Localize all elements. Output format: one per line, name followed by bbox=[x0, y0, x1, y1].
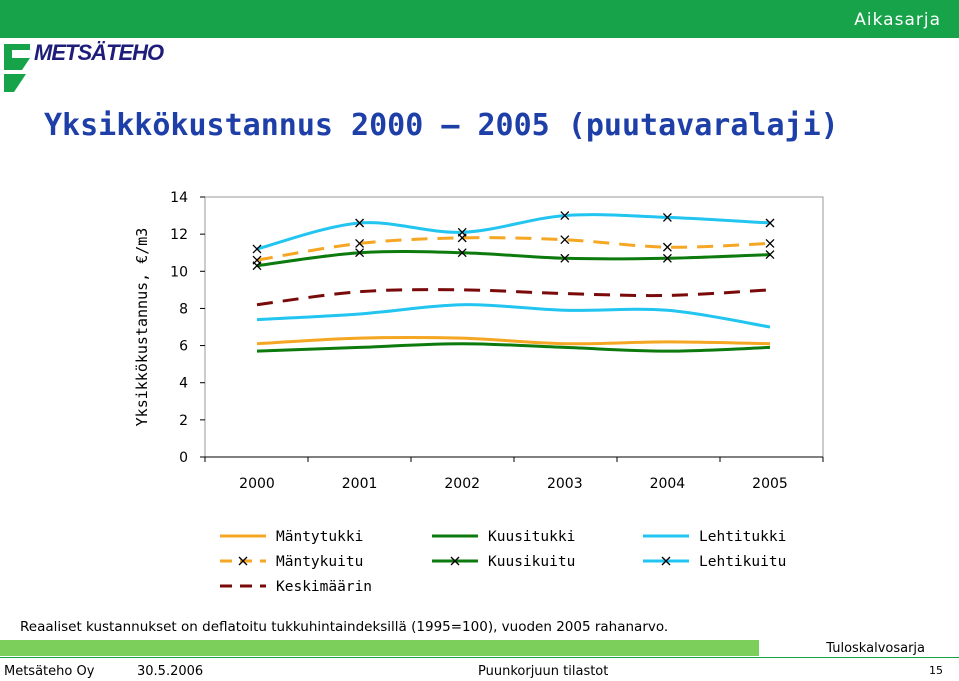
section-label: Aikasarja bbox=[854, 10, 941, 30]
data-point-marker bbox=[457, 248, 467, 258]
page-number: 15 bbox=[929, 664, 943, 677]
data-point-marker bbox=[662, 242, 672, 252]
footer-band bbox=[0, 640, 959, 656]
y-tick-label: 8 bbox=[179, 301, 188, 317]
series-line-2 bbox=[256, 303, 771, 329]
top-bar: Aikasarja bbox=[0, 0, 959, 38]
data-point-marker bbox=[252, 244, 262, 254]
legend-label: Mäntytukki bbox=[276, 529, 363, 545]
marker-stroke bbox=[252, 244, 262, 254]
x-tick-label: 2003 bbox=[547, 476, 583, 492]
marker-stroke bbox=[252, 261, 262, 271]
legend-marker bbox=[238, 556, 248, 566]
data-point-marker bbox=[355, 248, 365, 258]
x-tick-label: 2005 bbox=[752, 476, 788, 492]
marker-stroke bbox=[662, 242, 672, 252]
legend-label: Kuusitukki bbox=[488, 529, 575, 545]
data-point-marker bbox=[560, 211, 570, 221]
marker-stroke bbox=[355, 238, 365, 248]
data-point-marker bbox=[662, 253, 672, 263]
series-line-3 bbox=[256, 236, 771, 262]
marker-stroke bbox=[457, 248, 467, 258]
series-line-0 bbox=[256, 335, 771, 346]
legend-marker bbox=[450, 556, 460, 566]
legend-label: Keskimäärin bbox=[276, 579, 372, 595]
marker-stroke bbox=[765, 250, 775, 260]
marker-stroke bbox=[560, 211, 570, 221]
series-line-6 bbox=[256, 288, 771, 307]
y-tick-label: 2 bbox=[179, 413, 188, 429]
x-tick-label: 2001 bbox=[342, 476, 378, 492]
marker-stroke bbox=[662, 253, 672, 263]
marker-stroke bbox=[765, 238, 775, 248]
data-point-marker bbox=[765, 238, 775, 248]
marker-stroke bbox=[457, 227, 467, 237]
footnote: Reaaliset kustannukset on deflatoitu tuk… bbox=[20, 619, 669, 635]
data-point-marker bbox=[457, 227, 467, 237]
x-tick-label: 2004 bbox=[650, 476, 686, 492]
data-point-marker bbox=[662, 212, 672, 222]
x-tick-label: 2002 bbox=[444, 476, 480, 492]
legend-label: Kuusikuitu bbox=[488, 554, 575, 570]
y-tick-label: 14 bbox=[170, 190, 188, 206]
data-point-marker bbox=[765, 250, 775, 260]
metsateho-logo bbox=[4, 44, 30, 92]
data-point-marker bbox=[560, 235, 570, 245]
data-point-marker bbox=[355, 218, 365, 228]
data-point-marker bbox=[252, 261, 262, 271]
marker-stroke bbox=[355, 218, 365, 228]
data-point-marker bbox=[765, 218, 775, 228]
legend-marker bbox=[661, 556, 671, 566]
y-tick-label: 0 bbox=[179, 450, 188, 466]
legend-label: Mäntykuitu bbox=[276, 554, 363, 570]
footer-org: Metsäteho Oy bbox=[4, 664, 95, 679]
marker-stroke bbox=[560, 253, 570, 263]
footer-date: 30.5.2006 bbox=[137, 664, 204, 679]
logo-text: METSÄTEHO bbox=[34, 40, 164, 65]
legend-label: Lehtitukki bbox=[699, 529, 786, 545]
series-line-1 bbox=[256, 342, 771, 353]
series-line-5 bbox=[256, 213, 771, 251]
footer-section: Tuloskalvosarja bbox=[826, 641, 925, 656]
marker-stroke bbox=[662, 212, 672, 222]
y-tick-label: 6 bbox=[179, 339, 188, 355]
series-line-4 bbox=[256, 250, 771, 268]
y-axis-label: Yksikkökustannus, €/m3 bbox=[133, 228, 151, 427]
marker-stroke bbox=[765, 218, 775, 228]
y-tick-label: 10 bbox=[170, 264, 188, 280]
x-tick-label: 2000 bbox=[239, 476, 275, 492]
marker-stroke bbox=[355, 248, 365, 258]
line-chart: 0 2 4 6 8 10 12 14 2000 2001 2002 2003 2004 2005 Yksik… bbox=[133, 190, 824, 595]
data-point-marker bbox=[560, 253, 570, 263]
y-tick-label: 4 bbox=[179, 376, 188, 392]
chart-title: Yksikkökustannus 2000 – 2005 (puutavaral… bbox=[44, 108, 839, 143]
data-point-marker bbox=[355, 238, 365, 248]
marker-stroke bbox=[560, 235, 570, 245]
y-tick-label: 12 bbox=[170, 227, 188, 243]
footer-section-box bbox=[759, 640, 959, 656]
footer-divider bbox=[0, 657, 959, 658]
footer-source: Puunkorjuun tilastot bbox=[478, 664, 609, 679]
legend-label: Lehtikuitu bbox=[699, 554, 786, 570]
